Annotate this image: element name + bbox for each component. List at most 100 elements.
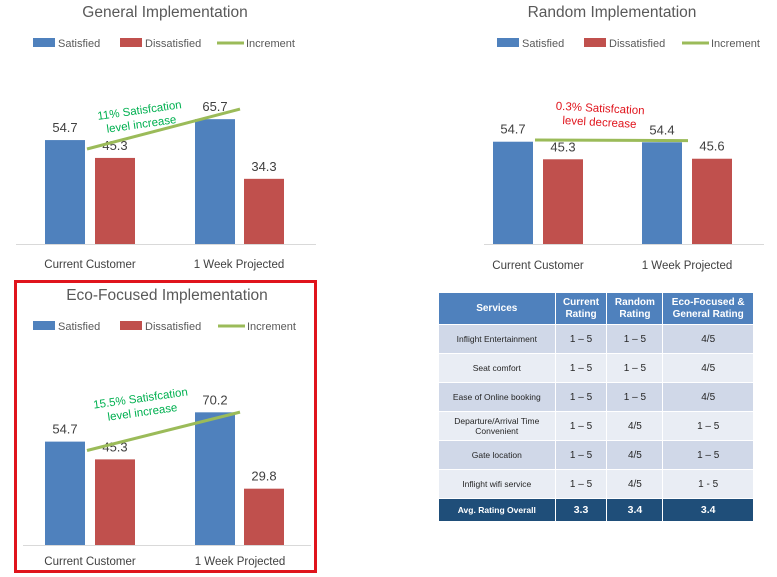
legend-swatch xyxy=(33,38,55,47)
category-label: 1 Week Projected xyxy=(195,556,286,568)
increment-line xyxy=(534,138,689,143)
legend-swatch xyxy=(120,38,142,47)
bar xyxy=(244,488,284,545)
header-services: Services xyxy=(438,292,556,325)
service-cell: Ease of Online booking xyxy=(438,382,556,412)
current-rating-cell: 1 – 5 xyxy=(554,382,608,412)
legend-label: Increment xyxy=(246,38,295,50)
eco-chart-svg: Eco-Focused Implementation Satisfied Dissa… xyxy=(23,287,311,568)
data-label: 29.8 xyxy=(251,469,276,484)
legend-label: Dissatisfied xyxy=(145,38,201,50)
legend-label: Dissatisfied xyxy=(609,38,665,50)
increment-line xyxy=(86,410,241,452)
data-label: 54.4 xyxy=(649,122,674,137)
bar xyxy=(45,140,85,244)
random-rating-cell: 1 – 5 xyxy=(606,382,664,412)
random-rating-cell: 4/5 xyxy=(606,440,664,470)
eco-rating-cell: 1 – 5 xyxy=(662,411,754,441)
increment-line xyxy=(86,107,241,151)
bar xyxy=(45,441,85,545)
table-footer-row: Avg. Rating Overall 3.3 3.4 3.4 xyxy=(438,498,754,522)
data-label: 70.2 xyxy=(202,392,227,407)
bar xyxy=(95,157,135,244)
data-label: 45.3 xyxy=(550,139,575,154)
data-label: 54.7 xyxy=(52,120,77,135)
annotation-text: 0.3% Satisfcation xyxy=(555,101,644,118)
category-label: Current Customer xyxy=(44,556,136,568)
service-cell: Seat comfort xyxy=(438,353,556,383)
data-label: 45.6 xyxy=(699,139,724,154)
table-row: Seat comfort 1 – 5 1 – 5 4/5 xyxy=(438,353,754,383)
legend-label: Satisfied xyxy=(522,38,564,50)
current-rating-cell: 1 – 5 xyxy=(554,469,608,499)
eco-focused-implementation-chart: Eco-Focused Implementation Satisfied Dissa… xyxy=(14,280,317,573)
eco-rating-cell: 4/5 xyxy=(662,324,754,354)
data-label: 34.3 xyxy=(251,159,276,174)
random-implementation-chart: Random Implementation Satisfied Dissatisfi… xyxy=(444,0,777,278)
category-label: Current Customer xyxy=(492,260,584,272)
current-rating-cell: 1 – 5 xyxy=(554,353,608,383)
eco-rating-cell: 4/5 xyxy=(662,353,754,383)
avg-rating-label: Avg. Rating Overall xyxy=(438,498,556,522)
legend-swatch xyxy=(584,38,606,47)
current-rating-cell: 1 – 5 xyxy=(554,440,608,470)
bar xyxy=(493,141,533,244)
current-rating-cell: 1 – 5 xyxy=(554,324,608,354)
bar xyxy=(195,119,235,244)
random-chart-svg: Random Implementation Satisfied Dissatisfi… xyxy=(484,4,764,272)
bar xyxy=(692,158,732,244)
legend-label: Satisfied xyxy=(58,38,100,50)
table-row: Ease of Online booking 1 – 5 1 – 5 4/5 xyxy=(438,382,754,412)
bar xyxy=(195,412,235,545)
legend-swatch xyxy=(33,321,55,330)
annotation-text: level decrease xyxy=(562,115,637,131)
chart-title: General Implementation xyxy=(82,4,247,21)
chart-title: Eco-Focused Implementation xyxy=(66,287,268,304)
legend-label: Satisfied xyxy=(58,321,100,333)
general-chart-svg: General Implementation Satisfied Dissatisf… xyxy=(16,4,316,271)
legend-label: Increment xyxy=(711,38,760,50)
current-rating-cell: 1 – 5 xyxy=(554,411,608,441)
legend-label: Increment xyxy=(247,321,296,333)
chart-title: Random Implementation xyxy=(528,4,697,21)
service-cell: Inflight Entertainment xyxy=(438,324,556,354)
data-label: 54.7 xyxy=(52,422,77,437)
data-label: 65.7 xyxy=(202,99,227,114)
service-cell: Departure/Arrival Time Convenient xyxy=(438,411,556,441)
services-rating-table: Services Current Rating Random Rating Eco-… xyxy=(438,292,754,522)
header-eco-general-rating: Eco-Focused & General Rating xyxy=(662,292,754,325)
bar xyxy=(543,159,583,244)
random-rating-cell: 1 – 5 xyxy=(606,324,664,354)
table-header-row: Services Current Rating Random Rating Eco-… xyxy=(438,292,754,325)
table-row: Departure/Arrival Time Convenient 1 – 5 4… xyxy=(438,411,754,441)
legend-swatch xyxy=(120,321,142,330)
category-label: 1 Week Projected xyxy=(194,259,285,271)
category-label: 1 Week Projected xyxy=(642,260,733,272)
bar xyxy=(95,459,135,545)
header-random-rating: Random Rating xyxy=(606,292,664,325)
bar xyxy=(244,178,284,244)
legend-swatch xyxy=(497,38,519,47)
data-label: 45.3 xyxy=(102,138,127,153)
bar xyxy=(642,142,682,244)
table-row: Inflight Entertainment 1 – 5 1 – 5 4/5 xyxy=(438,324,754,354)
avg-eco-rating: 3.4 xyxy=(662,498,754,522)
category-label: Current Customer xyxy=(44,259,136,271)
random-rating-cell: 4/5 xyxy=(606,411,664,441)
header-current-rating: Current Rating xyxy=(554,292,608,325)
random-rating-cell: 4/5 xyxy=(606,469,664,499)
general-implementation-chart: General Implementation Satisfied Dissatisf… xyxy=(0,0,330,278)
table-row: Gate location 1 – 5 4/5 1 – 5 xyxy=(438,440,754,470)
legend-label: Dissatisfied xyxy=(145,321,201,333)
eco-rating-cell: 1 – 5 xyxy=(662,440,754,470)
data-label: 54.7 xyxy=(500,122,525,137)
eco-rating-cell: 1 - 5 xyxy=(662,469,754,499)
eco-rating-cell: 4/5 xyxy=(662,382,754,412)
service-cell: Gate location xyxy=(438,440,556,470)
service-cell: Inflight wifi service xyxy=(438,469,556,499)
random-rating-cell: 1 – 5 xyxy=(606,353,664,383)
avg-random-rating: 3.4 xyxy=(606,498,664,522)
